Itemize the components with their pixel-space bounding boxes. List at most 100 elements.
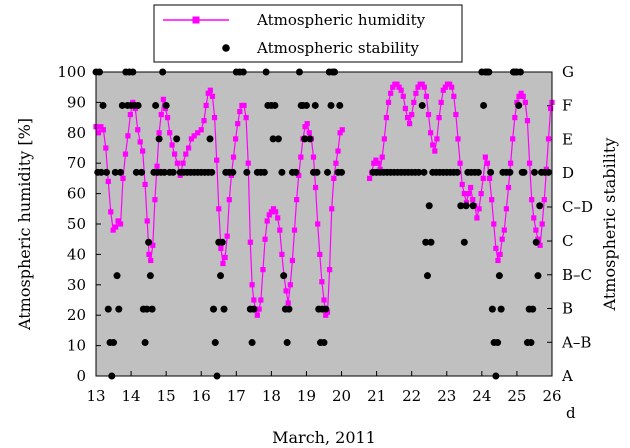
humidity-point	[524, 118, 531, 124]
legend-stability-marker	[222, 44, 230, 52]
humidity-series-points	[93, 81, 555, 318]
stability-point	[220, 305, 228, 313]
humidity-point	[312, 184, 319, 191]
legend-stability-label: Atmospheric stability	[256, 39, 420, 57]
humidity-point	[411, 99, 417, 105]
humidity-point	[167, 130, 173, 136]
stability-point	[457, 202, 465, 210]
humidity-point	[127, 111, 133, 118]
humidity-point	[385, 99, 392, 105]
stability-series-points	[92, 68, 552, 380]
humidity-point	[516, 93, 522, 99]
humidity-point	[224, 233, 230, 239]
humidity-point	[449, 84, 455, 90]
stability-point	[155, 135, 163, 143]
stability-point	[104, 305, 112, 313]
stability-point	[250, 305, 258, 313]
humidity-point	[493, 245, 499, 251]
humidity-point	[270, 206, 277, 212]
humidity-point	[191, 133, 197, 139]
x-tick-label: 23	[437, 387, 456, 405]
humidity-point	[541, 197, 547, 203]
humidity-point	[335, 148, 341, 154]
humidity-point	[130, 99, 136, 105]
stability-point	[487, 168, 495, 176]
humidity-point	[373, 157, 379, 163]
y2-axis-title: Atmospheric stability	[600, 138, 619, 312]
stability-point	[462, 202, 470, 210]
stability-point	[494, 339, 502, 347]
humidity-point	[122, 151, 129, 157]
humidity-point	[100, 127, 106, 133]
x-tick-label: 22	[402, 387, 421, 405]
humidity-point	[474, 215, 480, 221]
humidity-point	[461, 191, 467, 197]
humidity-point	[436, 115, 442, 121]
humidity-point	[324, 309, 331, 315]
axes: 13 14 15 16 17 18 19 20 21 22 23 24 25 26 0 10 20 30 40 50 6…	[57, 63, 593, 405]
humidity-point	[214, 157, 220, 163]
x-tick-label: 16	[192, 387, 211, 405]
humidity-point	[514, 99, 520, 105]
humidity-point	[470, 197, 476, 203]
humidity-point	[201, 118, 207, 124]
humidity-point	[522, 99, 528, 105]
y-tick-label: 100	[57, 63, 86, 81]
y-tick-label: 20	[67, 306, 86, 324]
stability-point	[111, 168, 119, 176]
stability-point	[260, 168, 268, 176]
humidity-point	[421, 84, 427, 90]
humidity-point	[125, 133, 131, 139]
humidity-point	[440, 87, 446, 93]
humidity-point	[331, 175, 337, 181]
humidity-point	[209, 93, 216, 99]
humidity-point	[339, 127, 345, 133]
humidity-point	[518, 90, 524, 96]
stability-point	[313, 168, 321, 176]
stability-point	[292, 168, 300, 176]
humidity-point	[264, 218, 270, 224]
stability-point	[460, 238, 468, 246]
humidity-point	[277, 227, 283, 233]
stability-point	[169, 168, 177, 176]
humidity-point	[148, 257, 154, 264]
x-tick-label: 18	[262, 387, 281, 405]
humidity-point	[533, 227, 539, 233]
humidity-point	[539, 221, 545, 227]
stability-point	[480, 101, 488, 109]
humidity-point	[285, 300, 291, 306]
humidity-point	[105, 178, 111, 185]
humidity-point	[529, 197, 535, 203]
y2-tick-label: C–D	[562, 198, 593, 216]
y2-tick-label: A	[561, 367, 573, 385]
stability-point	[285, 305, 293, 313]
y-tick-label: 60	[67, 185, 86, 203]
stability-point	[143, 305, 151, 313]
stability-point	[427, 238, 435, 246]
stability-point	[138, 168, 146, 176]
stability-point	[113, 272, 121, 280]
humidity-point	[188, 136, 195, 142]
humidity-point	[294, 197, 300, 203]
humidity-point	[434, 136, 440, 142]
humidity-point	[489, 197, 495, 203]
x-tick-label: 26	[542, 387, 561, 405]
y-tick-label: 0	[76, 367, 86, 385]
y-axis-title: Atmospheric humidity [%]	[15, 118, 34, 331]
humidity-point	[501, 227, 507, 233]
stability-point	[206, 135, 214, 143]
stability-point	[336, 101, 344, 109]
y2-tick-label: B–C	[562, 266, 592, 284]
humidity-point	[207, 87, 213, 93]
stability-point	[269, 135, 277, 143]
plot-area	[95, 71, 553, 377]
humidity-point	[142, 181, 148, 188]
stability-point	[173, 135, 181, 143]
humidity-point	[154, 163, 160, 169]
humidity-point	[164, 115, 171, 121]
y-tick-label: 80	[67, 124, 86, 142]
humidity-point	[400, 93, 406, 99]
humidity-point	[298, 154, 304, 160]
humidity-point	[158, 111, 164, 118]
stability-point	[118, 101, 126, 109]
